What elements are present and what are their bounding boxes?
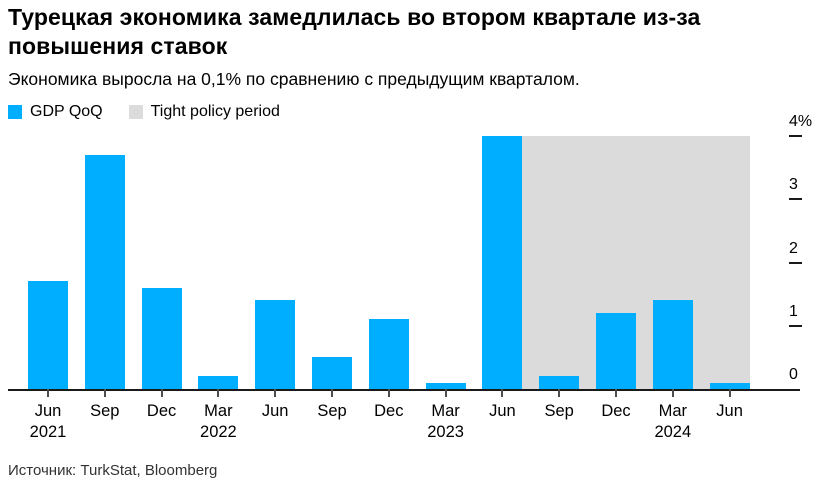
x-label-month: Mar bbox=[431, 402, 460, 420]
x-label-month: Jun bbox=[716, 402, 743, 420]
x-axis-tick bbox=[501, 389, 504, 397]
source-note: Источник: TurkStat, Bloomberg bbox=[8, 462, 218, 479]
legend-item-tight-policy: Tight policy period bbox=[128, 103, 280, 121]
chart-legend: GDP QoQ Tight policy period bbox=[8, 103, 280, 121]
x-tick-label: Dec bbox=[130, 401, 194, 422]
y-axis-label: 1 bbox=[789, 302, 798, 320]
x-label-year: 2022 bbox=[200, 423, 237, 441]
x-label-year: 2023 bbox=[427, 423, 464, 441]
bar-sep-2022 bbox=[312, 357, 352, 389]
bar-mar-2024 bbox=[652, 300, 693, 389]
legend-label-gdp-qoq: GDP QoQ bbox=[30, 103, 103, 120]
y-axis-label: 2 bbox=[789, 239, 798, 257]
legend-item-gdp-qoq: GDP QoQ bbox=[8, 103, 103, 121]
page-title: Турецкая экономика замедлилась во втором… bbox=[8, 4, 701, 59]
x-tick-label: Mar 2022 bbox=[186, 401, 250, 443]
bar-jun-2022 bbox=[255, 300, 296, 389]
x-tick-label: Dec bbox=[357, 401, 421, 422]
x-label-year: 2021 bbox=[29, 423, 67, 441]
bar-dec-2023 bbox=[596, 313, 636, 389]
x-tick-label: Jun bbox=[470, 401, 534, 422]
x-tick-label: Sep bbox=[527, 401, 591, 422]
x-axis-tick bbox=[47, 389, 49, 397]
x-axis-labels: Jun 2021 Sep Dec Mar 2022 Jun Sep Dec Mar 2023 Jun S… bbox=[8, 401, 800, 453]
x-axis-tick bbox=[387, 389, 390, 397]
x-label-month: Dec bbox=[146, 402, 177, 420]
bar-jun-2023 bbox=[482, 136, 523, 389]
x-axis-tick bbox=[103, 389, 106, 397]
x-axis-tick bbox=[331, 389, 333, 397]
y-axis-label: 4% bbox=[789, 113, 813, 130]
bar-jun-2021 bbox=[28, 281, 68, 389]
bar-dec-2021 bbox=[141, 287, 182, 389]
bar-mar-2022 bbox=[198, 376, 239, 389]
bar-mar-2023 bbox=[425, 382, 466, 389]
y-axis-tick-dash bbox=[789, 135, 802, 137]
x-axis-tick bbox=[558, 389, 561, 397]
x-label-month: Mar bbox=[658, 402, 687, 420]
y-axis-label: 3 bbox=[789, 176, 798, 194]
x-axis-tick bbox=[444, 389, 447, 397]
x-label-month: Sep bbox=[317, 402, 347, 420]
x-tick-label: Dec bbox=[584, 401, 648, 422]
x-label-month: Sep bbox=[544, 402, 574, 420]
y-axis-tick-dash bbox=[789, 198, 802, 201]
x-label-year: 2024 bbox=[654, 423, 692, 441]
x-axis-tick bbox=[160, 389, 163, 397]
tight-policy-swatch-icon bbox=[128, 105, 143, 119]
x-tick-label: Mar 2023 bbox=[414, 401, 478, 443]
x-axis-tick bbox=[274, 389, 277, 397]
x-label-month: Mar bbox=[204, 402, 233, 420]
chart-subtitle: Экономика выросла на 0,1% по сравнению с… bbox=[8, 69, 580, 89]
x-tick-label: Jun bbox=[698, 401, 762, 422]
x-label-month: Jun bbox=[489, 402, 516, 420]
bar-jun-2024 bbox=[709, 382, 750, 389]
y-axis-label: 0 bbox=[789, 366, 798, 383]
gdp-qoq-swatch-icon bbox=[8, 105, 22, 119]
x-tick-label: Sep bbox=[300, 401, 364, 422]
x-label-month: Dec bbox=[374, 402, 404, 420]
x-tick-label: Sep bbox=[73, 401, 137, 422]
bar-sep-2021 bbox=[84, 154, 125, 389]
x-axis-tick bbox=[615, 389, 617, 397]
bar-dec-2022 bbox=[368, 319, 409, 389]
y-axis-tick-dash bbox=[789, 261, 802, 264]
x-label-month: Sep bbox=[90, 402, 120, 420]
plot-area: 0 1 2 3 4% bbox=[8, 113, 812, 397]
x-label-month: Dec bbox=[601, 402, 631, 420]
bar-sep-2023 bbox=[539, 376, 580, 389]
x-label-month: Jun bbox=[34, 402, 62, 420]
x-axis-tick bbox=[217, 389, 220, 397]
x-label-month: Jun bbox=[261, 402, 289, 420]
y-axis-tick-dash bbox=[789, 324, 802, 327]
x-axis-tick bbox=[728, 389, 731, 397]
x-tick-label: Jun 2021 bbox=[16, 401, 80, 443]
x-tick-label: Mar 2024 bbox=[641, 401, 705, 443]
legend-label-tight-policy: Tight policy period bbox=[150, 103, 280, 120]
x-axis-tick bbox=[671, 389, 674, 397]
x-tick-label: Jun bbox=[243, 401, 307, 422]
